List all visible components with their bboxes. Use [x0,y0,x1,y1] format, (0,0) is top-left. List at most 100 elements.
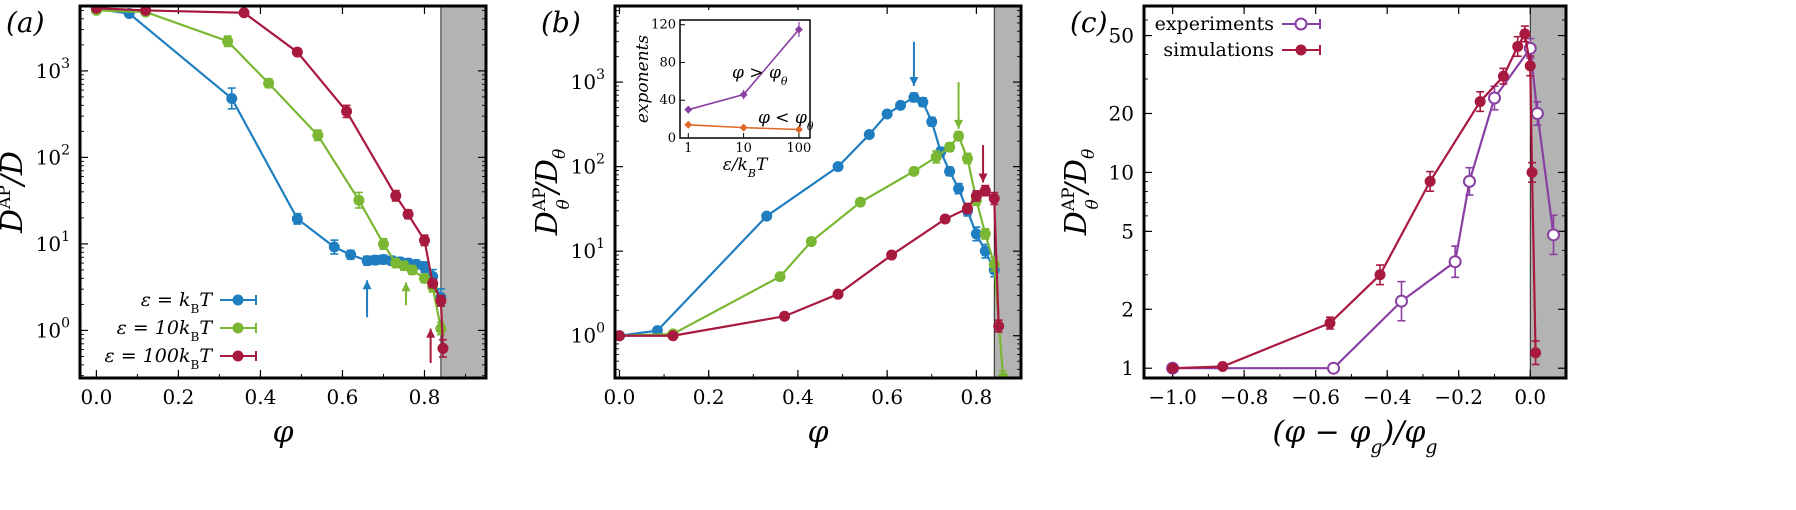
data-point [854,196,866,208]
panel-b-xlabel: φ [807,415,828,450]
legend-marker [232,322,244,334]
x-tick-label: 0.2 [693,385,725,409]
inset-y-tick-label: 40 [659,93,676,108]
inset-background [630,10,820,173]
data-point [1512,40,1524,52]
y-tick-label: 101 [36,229,70,256]
data-point [90,6,102,14]
panel-c-label: (c) [1070,6,1108,39]
data-point [993,320,1005,332]
data-point [1217,361,1229,373]
data-point [926,116,938,128]
legend-marker [232,294,244,306]
data-point [402,208,414,220]
panel-b-series-group [615,91,1009,378]
panel-c-legend: experiments simulations [1155,13,1321,61]
data-point [1546,228,1560,242]
arrow-head [978,173,988,183]
y-tick-label: 2 [1121,297,1134,321]
series-line-2 [1172,30,1537,370]
data-point [832,161,844,173]
data-point [761,210,773,222]
data-point [369,254,381,266]
legend-entry-label: experiments [1155,13,1274,35]
y-tick-label: 103 [36,56,70,83]
data-point [667,330,679,342]
arrow-head [909,76,919,86]
data-point [939,213,951,225]
y-tick-label: 102 [36,142,70,169]
inset-y-tick-label: 80 [659,55,676,70]
data-point [1530,347,1542,359]
x-tick-label: 0.0 [604,385,636,409]
inset-data-point [684,120,693,129]
y-tick-label: 10 [1109,160,1134,184]
data-point [953,183,965,195]
x-tick-label: −0.6 [1291,385,1340,409]
data-point [779,310,791,322]
x-tick-label: −1.0 [1148,385,1197,409]
data-point [1167,362,1179,374]
data-point [435,323,447,335]
data-point [1487,91,1501,105]
data-point [1497,70,1509,82]
data-point [917,96,929,108]
data-point [291,213,303,225]
data-point [908,91,920,103]
data-point [970,228,982,240]
series-line-2 [96,9,442,329]
data-point [774,271,786,283]
data-point [886,249,898,261]
legend-marker [1295,44,1307,56]
data-point [961,152,973,164]
inset-ylabel: exponents [633,35,653,124]
data-point [437,342,449,354]
data-point [140,6,152,16]
panel-a-frame [78,4,488,380]
data-point [1448,255,1462,269]
arrow-head [401,282,411,292]
panel-c-xlabel: (φ − φg)/φg [1272,415,1437,458]
panel-a-series-group [90,6,449,358]
y-tick-label: 100 [36,315,70,342]
arrow-head [426,328,436,338]
data-point [944,165,956,177]
y-tick-label: 5 [1121,219,1134,243]
data-point [1462,174,1476,188]
data-point [979,245,991,257]
x-tick-label: 0.0 [80,385,112,409]
panel-a-label: (a) [6,6,45,39]
data-point [961,202,973,214]
data-point [418,234,430,246]
data-point [615,330,625,342]
data-point [979,228,991,240]
data-point [1524,60,1536,72]
inset-y-tick-label: 120 [651,18,676,33]
x-tick-label: 0.0 [1514,385,1546,409]
panel-b-ylabel: DAP θ/Dθ [530,149,574,236]
inset-x-tick-label: 10 [735,141,752,156]
x-tick-label: −0.4 [1363,385,1412,409]
data-point [979,185,991,197]
x-tick-label: 0.6 [327,385,359,409]
data-point [805,236,817,248]
data-point [361,255,373,267]
data-point [418,261,430,273]
x-tick-label: 0.4 [245,385,277,409]
panel-c-frame [1142,4,1568,380]
data-point [895,99,907,111]
panel-c-series-group [1166,25,1560,375]
inset-data-point [684,105,693,114]
data-point [427,277,439,289]
data-point [238,7,250,19]
y-tick-label: 1 [1121,356,1134,380]
arrow-head [362,280,372,290]
data-point [908,165,920,177]
legend-entry-label: ε = kBT [141,289,214,316]
data-point [1530,106,1544,120]
legend-marker [232,350,244,362]
data-point [226,92,238,104]
inset-frame [679,19,811,139]
x-tick-label: 0.8 [409,385,441,409]
